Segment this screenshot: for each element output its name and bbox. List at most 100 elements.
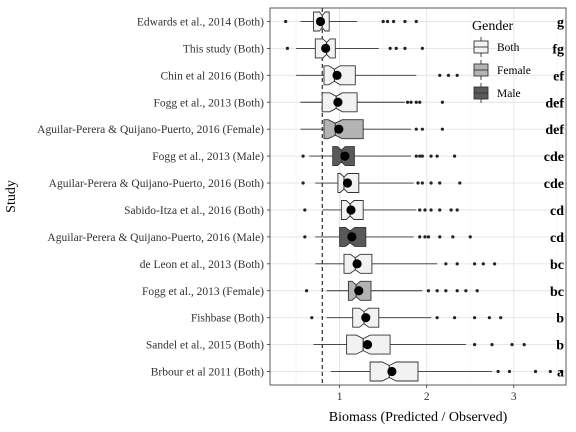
outlier-point <box>381 19 385 24</box>
box-9 <box>303 226 472 247</box>
outlier-point <box>310 316 314 320</box>
outlier-point <box>392 19 396 24</box>
mean-point <box>315 16 326 27</box>
box-7 <box>301 173 462 193</box>
outlier-point <box>522 343 526 347</box>
significance-letter: bc <box>550 258 564 273</box>
x-axis-title: Biomass (Predicted / Observed) <box>329 410 508 425</box>
box-2 <box>285 38 424 59</box>
outlier-point <box>423 235 427 239</box>
mean-point <box>387 366 397 377</box>
outlier-point <box>438 208 442 212</box>
outlier-point <box>418 235 422 239</box>
outlier-point <box>435 289 439 293</box>
outlier-point <box>507 369 512 374</box>
x-tick-label: 2 <box>424 391 430 403</box>
y-tick-label: Aguilar-Perera & Quijano-Puerto, 2016 (B… <box>49 178 265 190</box>
outlier-point <box>418 100 422 104</box>
outlier-point <box>458 181 462 185</box>
outlier-point <box>405 100 410 104</box>
significance-letter: cde <box>544 150 564 165</box>
legend-title: Gender <box>472 19 514 34</box>
y-tick-label: de Leon et al., 2013 (Both) <box>140 259 264 271</box>
outlier-point <box>423 208 427 212</box>
legend-label: Female <box>497 65 531 77</box>
outlier-point <box>416 181 420 185</box>
significance-letter: g <box>557 15 564 30</box>
outlier-point <box>455 73 459 77</box>
box-8 <box>303 200 459 220</box>
outlier-point <box>548 369 552 374</box>
legend-key-female: Female <box>473 60 531 80</box>
outlier-point <box>472 343 477 347</box>
box-1 <box>284 11 418 32</box>
mean-point <box>332 70 342 80</box>
outlier-point <box>449 208 453 212</box>
legend: Gender Both Female Male <box>472 19 531 103</box>
legend-key-both: Both <box>473 37 520 57</box>
y-tick-label: Aguilar-Perera & Quijano-Puerto, 2016 (F… <box>37 124 264 136</box>
outlier-point <box>490 343 494 347</box>
y-tick-label: Sandel et al., 2015 (Both) <box>146 340 264 352</box>
legend-label: Male <box>497 88 521 100</box>
outlier-point <box>455 289 459 293</box>
y-tick-label: Fogg et al., 2013 (Male) <box>152 151 264 163</box>
outlier-point <box>435 316 439 320</box>
outlier-point <box>385 19 390 24</box>
significance-letter: def <box>545 96 564 111</box>
y-tick-label: Edwards et al., 2014 (Both) <box>137 16 264 28</box>
mean-point <box>340 151 350 161</box>
outlier-point <box>426 289 431 293</box>
outlier-point <box>452 154 457 158</box>
outlier-point <box>452 316 457 320</box>
box-6 <box>301 146 457 167</box>
y-tick-label: Fogg et al., 2013 (Female) <box>142 286 264 298</box>
outlier-point <box>472 262 477 266</box>
outlier-point <box>444 262 448 266</box>
outlier-point <box>403 19 407 24</box>
mean-point <box>321 43 331 53</box>
outlier-point <box>451 235 455 239</box>
outlier-point <box>388 46 392 50</box>
outlier-point <box>420 181 424 185</box>
significance-letter: bc <box>550 285 564 300</box>
outlier-point <box>304 289 309 293</box>
outlier-point <box>438 235 442 239</box>
outlier-point <box>496 369 500 374</box>
outlier-point <box>418 208 422 212</box>
outlier-point <box>426 235 431 239</box>
outlier-point <box>487 316 491 320</box>
x-tick-label: 3 <box>511 391 517 403</box>
y-tick-label: Chin et al 2016 (Both) <box>161 70 265 82</box>
outlier-point <box>418 154 422 158</box>
y-tick-label: Fishbase (Both) <box>191 313 264 325</box>
y-tick-label: Sabido-Itza et al., 2016 (Both) <box>124 205 264 217</box>
outlier-point <box>414 100 418 104</box>
mean-point <box>334 124 344 134</box>
outlier-point <box>475 289 479 293</box>
outlier-point <box>438 73 442 77</box>
y-axis-title: Study <box>4 180 19 213</box>
mean-point <box>333 97 343 107</box>
box-body <box>323 119 364 140</box>
outlier-point <box>414 19 418 24</box>
box-12 <box>310 307 503 328</box>
outlier-point <box>493 262 497 266</box>
outlier-point <box>438 181 442 185</box>
boxes <box>284 11 564 382</box>
legend-label: Both <box>497 42 520 54</box>
outlier-point <box>440 100 444 104</box>
outlier-point <box>510 343 514 347</box>
outlier-point <box>446 73 451 77</box>
outlier-point <box>560 369 564 374</box>
significance-letter: b <box>556 312 564 327</box>
mean-point <box>342 178 353 188</box>
y-tick-label: Brbour et al 2011 (Both) <box>151 367 264 379</box>
mean-point <box>361 313 371 323</box>
outlier-point <box>414 127 418 131</box>
outlier-point <box>499 316 503 320</box>
box-3 <box>296 65 459 86</box>
